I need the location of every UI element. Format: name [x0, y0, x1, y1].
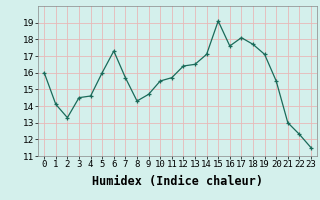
X-axis label: Humidex (Indice chaleur): Humidex (Indice chaleur)	[92, 175, 263, 188]
